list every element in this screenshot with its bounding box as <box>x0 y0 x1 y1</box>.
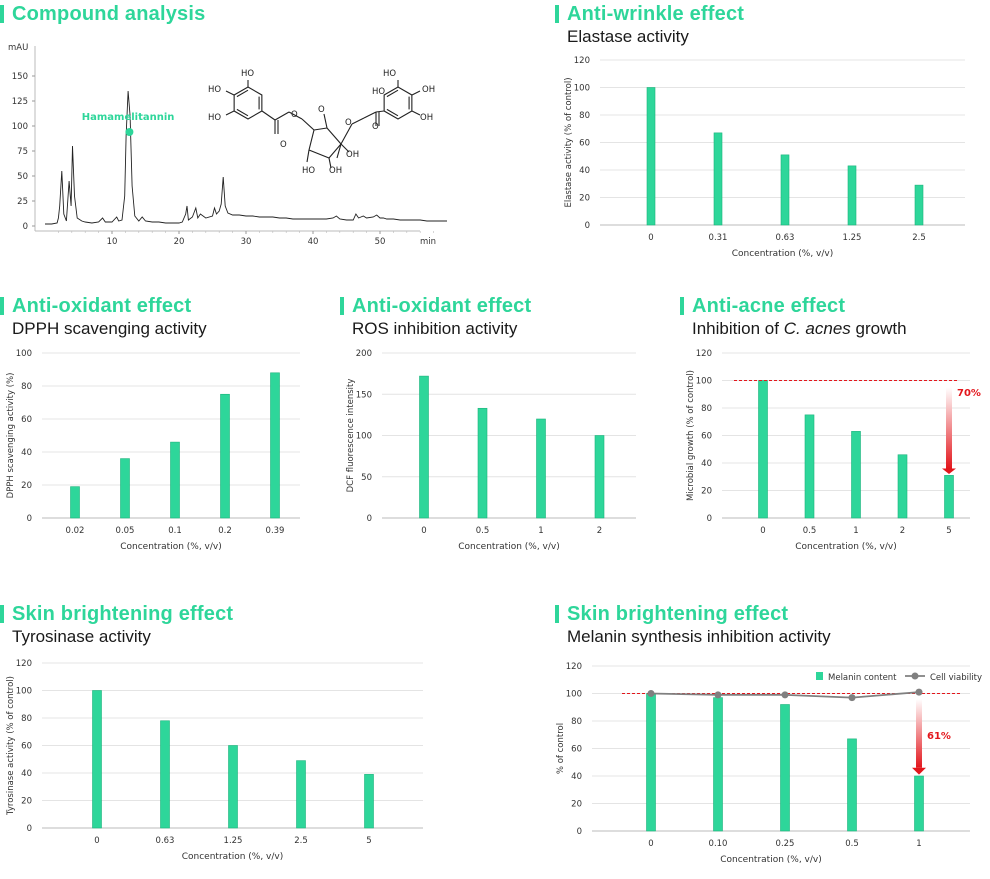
panel-header: Anti-wrinkle effect <box>555 0 744 28</box>
panel-title: Anti-oxidant effect <box>12 294 192 317</box>
panel-subtitle: Elastase activity <box>567 27 689 46</box>
accent-bar <box>0 605 4 623</box>
accent-bar <box>555 605 559 623</box>
panel-melanin: Skin brightening effect Melanin synthesi… <box>555 600 985 875</box>
subtitle-post: growth <box>850 319 907 338</box>
panel-header: Skin brightening effect <box>555 600 788 628</box>
subtitle-organism: C. acnes <box>783 319 851 338</box>
panel-tyrosinase: Skin brightening effect Tyrosinase activ… <box>0 600 440 875</box>
panel-anti-wrinkle: Anti-wrinkle effect Elastase activity <box>555 0 975 265</box>
panel-ros: Anti-oxidant effect ROS inhibition activ… <box>340 292 660 557</box>
panel-anti-acne: Anti-acne effect Inhibition of C. acnes … <box>680 292 990 557</box>
panel-subtitle: Melanin synthesis inhibition activity <box>567 627 831 646</box>
accent-bar <box>0 5 4 23</box>
panel-subtitle: ROS inhibition activity <box>352 319 518 338</box>
panel-title: Skin brightening effect <box>567 602 789 625</box>
panel-title: Skin brightening effect <box>12 602 234 625</box>
panel-header: Anti-acne effect <box>680 292 845 320</box>
accent-bar <box>0 297 4 315</box>
panel-title: Anti-wrinkle effect <box>567 2 745 25</box>
accent-bar <box>680 297 684 315</box>
chromatogram-chart <box>0 28 460 263</box>
panel-title: Anti-acne effect <box>692 294 846 317</box>
panel-title: Anti-oxidant effect <box>352 294 532 317</box>
accent-bar <box>555 5 559 23</box>
panel-compound-analysis: Compound analysis <box>0 0 460 260</box>
panel-subtitle: DPPH scavenging activity <box>12 319 207 338</box>
accent-bar <box>340 297 344 315</box>
panel-title: Compound analysis <box>12 2 206 25</box>
panel-header: Skin brightening effect <box>0 600 233 628</box>
panel-header: Compound analysis <box>0 0 205 28</box>
subtitle-pre: Inhibition of <box>692 319 784 338</box>
panel-dpph: Anti-oxidant effect DPPH scavenging acti… <box>0 292 320 557</box>
panel-subtitle: Tyrosinase activity <box>12 627 151 646</box>
panel-header: Anti-oxidant effect <box>0 292 191 320</box>
panel-subtitle: Inhibition of C. acnes growth <box>692 319 907 339</box>
panel-header: Anti-oxidant effect <box>340 292 531 320</box>
